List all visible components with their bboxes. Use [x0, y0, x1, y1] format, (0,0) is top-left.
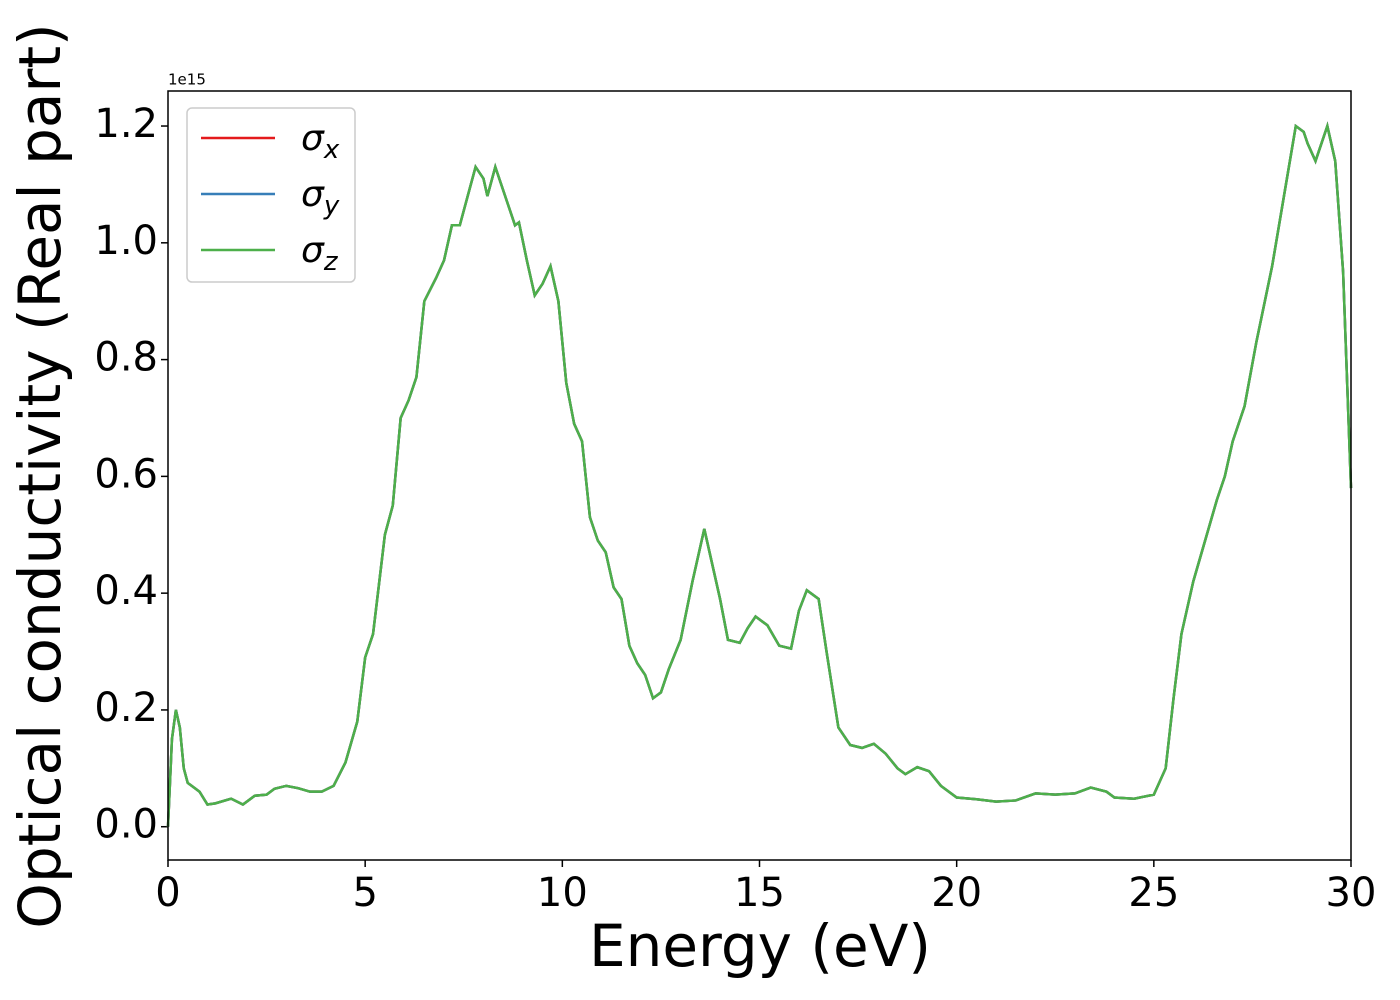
x-tick-label: 0 [155, 870, 180, 916]
y-tick-label: 1.2 [94, 101, 158, 147]
y-tick-label: 0.8 [94, 335, 158, 381]
legend-label: σy [301, 174, 340, 221]
x-tick-label: 5 [352, 870, 377, 916]
y-tick-label: 0.0 [94, 802, 158, 848]
x-tick-label: 20 [931, 870, 982, 916]
x-tick-label: 25 [1128, 870, 1179, 916]
legend-label: σx [301, 118, 340, 165]
y-tick-label: 0.2 [94, 685, 158, 731]
y-tick-label: 0.4 [94, 568, 158, 614]
y-axis-label: Optical conductivity (Real part) [6, 23, 74, 928]
x-axis-label: Energy (eV) [589, 912, 931, 980]
series-line [166, 121, 1353, 827]
y-tick-label: 0.6 [94, 451, 158, 497]
x-tick-label: 15 [734, 870, 785, 916]
x-tick-label: 30 [1326, 870, 1377, 916]
legend-label: σz [301, 230, 339, 277]
x-tick-label: 10 [537, 870, 588, 916]
y-offset: 1e15 [168, 71, 206, 89]
plot-frame [167, 90, 1352, 861]
y-tick-label: 1.0 [94, 218, 158, 264]
